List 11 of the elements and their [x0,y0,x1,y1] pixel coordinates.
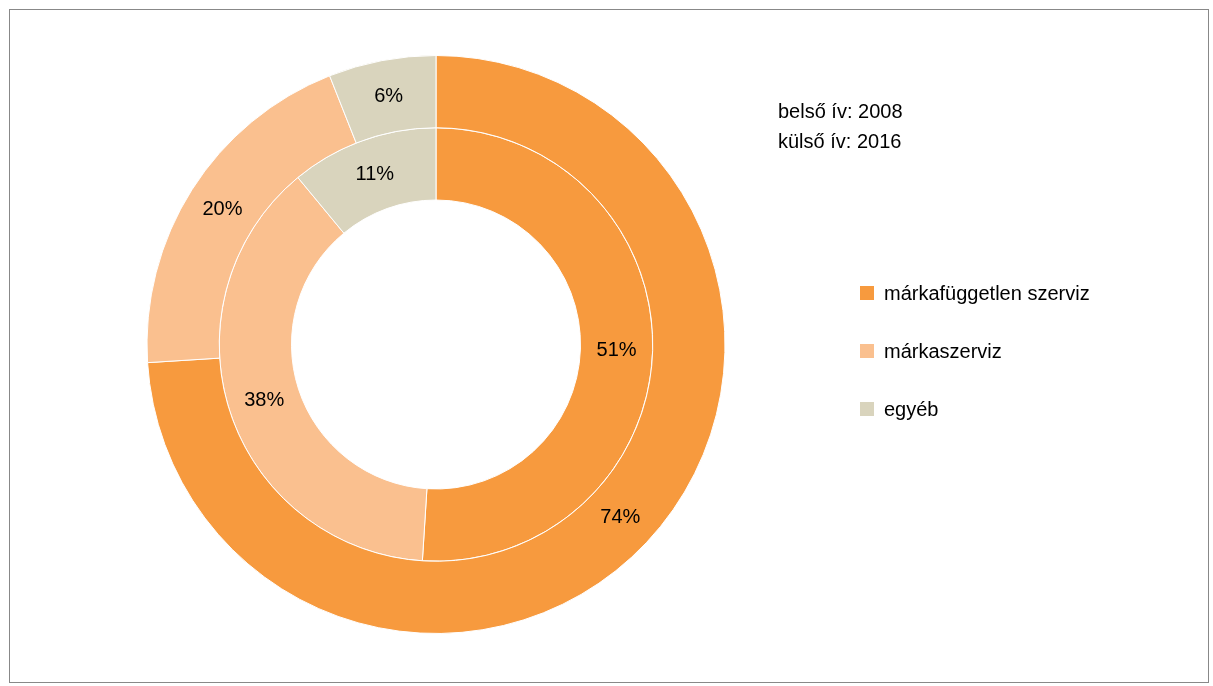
data-label: 20% [202,196,243,219]
text: belső ív: 2008 [778,99,903,124]
legend-label: egyéb [884,397,939,421]
legend-label: márkaszerviz [884,339,1002,363]
data-label: 11% [355,162,395,185]
text: külső ív: 2016 [778,129,903,154]
data-label: 51% [596,337,637,360]
data-label: 38% [244,387,285,410]
legend-label: márkafüggetlen szerviz [884,281,1090,305]
data-label: 6% [374,83,404,106]
data-label: 74% [600,505,641,528]
